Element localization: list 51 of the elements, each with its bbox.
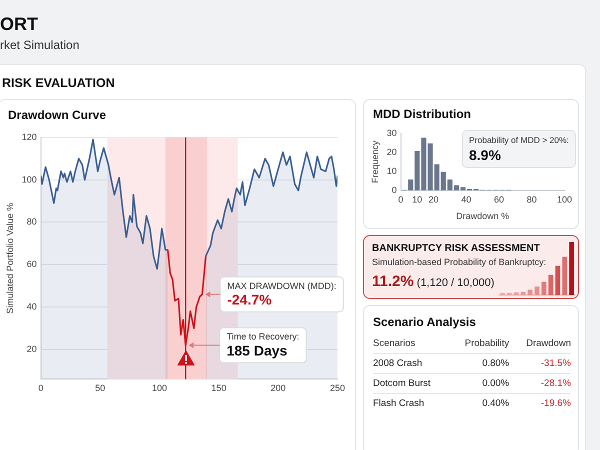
x-tick-label: 150 — [211, 383, 226, 394]
text: Dotcom Burst — [373, 378, 431, 389]
chart-title: MDD Distribution — [373, 107, 471, 121]
x-tick-label: 200 — [270, 383, 286, 394]
chart-title: Drawdown Curve — [8, 108, 106, 122]
text: Simulation-based Probability of Bankruptcy: — [372, 257, 546, 267]
y-tick-label: 60 — [26, 259, 37, 270]
y-tick-label: 20 — [26, 344, 37, 354]
text: 0.00% — [482, 378, 510, 389]
text: 0.40% — [482, 398, 510, 409]
text: 0.80% — [482, 358, 510, 369]
text: Flash Crash — [373, 398, 424, 409]
x-tick-label: 100 — [556, 194, 572, 204]
x-tick-label: 50 — [95, 383, 106, 394]
x-tick-label: 0 — [398, 194, 404, 204]
text: -28.1% — [540, 378, 571, 389]
text: -31.5% — [540, 358, 571, 369]
y-tick-label: 120 — [22, 132, 37, 142]
text: ORT — [0, 14, 38, 34]
y-tick-label: 30 — [386, 128, 397, 138]
x-tick-label: 0 — [38, 383, 44, 394]
x-tick-label: 60 — [494, 194, 504, 204]
text: 11.2% — [372, 273, 414, 290]
x-tick-label: 250 — [330, 383, 346, 394]
text: 2008 Crash — [373, 358, 422, 369]
text: BANKRUPTCY RISK ASSESSMENT — [372, 243, 540, 254]
x-axis-title: Drawdown % — [456, 211, 510, 222]
x-tick-label: 10 — [412, 194, 422, 204]
annotation: MAX DRAWDOWN (MDD): -24.7% — [227, 280, 336, 308]
text: RISK EVALUATION — [2, 76, 115, 90]
text: -19.6% — [540, 398, 571, 409]
text: rket Simulation — [0, 38, 80, 52]
category-label: Drawdown — [526, 338, 571, 349]
category-label: Scenarios — [373, 338, 416, 349]
y-tick-label: 80 — [26, 216, 37, 227]
annotation: Time to Recovery: 185 Days — [226, 332, 300, 359]
y-tick-label: 40 — [26, 302, 37, 312]
x-tick-label: 100 — [152, 383, 167, 394]
annotation: Probability of MDD > 20%: 8.9% — [469, 135, 569, 163]
y-tick-label: 20 — [386, 146, 397, 157]
x-tick-label: 20 — [428, 194, 439, 204]
text: Scenario Analysis — [373, 315, 476, 329]
x-tick-label: 80 — [526, 194, 537, 204]
y-tick-label: 100 — [22, 174, 37, 184]
text: (1,120 / 10,000) — [416, 277, 494, 289]
y-axis-title: Simulated Portfolio Value % — [4, 202, 15, 314]
y-tick-label: 10 — [386, 166, 397, 176]
x-tick-label: 40 — [461, 194, 472, 204]
category-label: Probability — [464, 338, 510, 349]
y-tick-label: 0 — [392, 184, 397, 195]
y-axis-title: Frequency — [370, 140, 380, 184]
